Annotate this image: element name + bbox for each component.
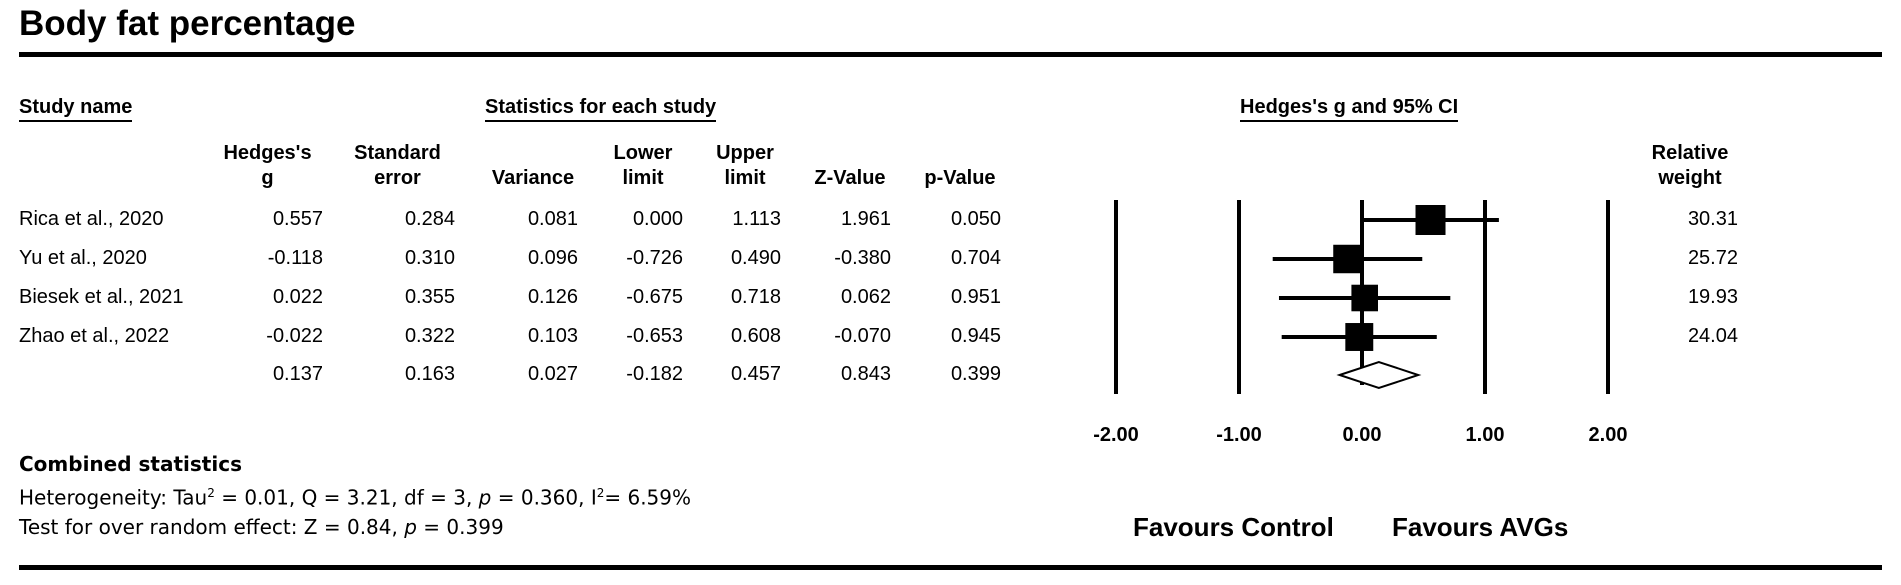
study-name-cell: Biesek et al., 2021 <box>19 286 184 308</box>
top-rule <box>19 52 1882 57</box>
axis-tick-label: 2.00 <box>1588 424 1628 446</box>
pooled-value-var: 0.027 <box>527 363 578 385</box>
value-cell-p: 0.704 <box>950 247 1001 269</box>
value-cell-p: 0.951 <box>950 286 1001 308</box>
study-name-cell: Rica et al., 2020 <box>19 208 164 230</box>
value-cell-p: 0.945 <box>950 325 1001 347</box>
relative-weight-cell: 30.31 <box>1687 208 1738 230</box>
value-cell-g: -0.022 <box>266 325 323 347</box>
bottom-rule <box>19 565 1882 570</box>
value-cell-g: 0.022 <box>272 286 323 308</box>
pooled-value-g: 0.137 <box>272 363 323 385</box>
value-cell-lower: -0.726 <box>626 247 683 269</box>
value-cell-lower: -0.653 <box>626 325 683 347</box>
heterogeneity-line: Heterogeneity: Tau2 = 0.01, Q = 3.21, df… <box>19 485 692 510</box>
value-cell-var: 0.103 <box>527 325 578 347</box>
col-relative-weight: Relative weight <box>1651 142 1729 189</box>
relative-weight-cell: 24.04 <box>1687 325 1738 347</box>
combined-statistics: Combined statistics Heterogeneity: Tau2 … <box>19 450 691 542</box>
axis-tick-label: -1.00 <box>1216 424 1262 446</box>
value-cell-g: -0.118 <box>267 247 323 269</box>
relative-weight-cell: 25.72 <box>1687 247 1738 269</box>
value-cell-z: -0.380 <box>834 247 891 269</box>
pooled-value-lower: -0.182 <box>626 363 683 385</box>
value-cell-upper: 1.113 <box>732 208 781 230</box>
value-cell-lower: 0.000 <box>632 208 683 230</box>
value-cell-se: 0.310 <box>404 247 455 269</box>
pooled-value-upper: 0.457 <box>730 363 781 385</box>
value-cell-z: 1.961 <box>840 208 891 230</box>
statistics-header: Statistics for each study <box>485 96 717 122</box>
value-cell-lower: -0.675 <box>626 286 683 308</box>
study-name-header: Study name <box>19 96 133 122</box>
value-cell-var: 0.126 <box>527 286 578 308</box>
axis-tick-label: 0.00 <box>1342 424 1382 446</box>
col-p-value: p-Value <box>924 167 996 189</box>
value-cell-se: 0.284 <box>404 208 455 230</box>
pooled-value-p: 0.399 <box>950 363 1001 385</box>
col-z-value: Z-Value <box>814 167 886 189</box>
page-title: Body fat percentage <box>19 4 356 43</box>
effect-size-marker <box>1345 323 1374 351</box>
plot-header: Hedges's g and 95% CI <box>1240 96 1459 122</box>
axis-tick-label: -2.00 <box>1093 424 1139 446</box>
value-cell-var: 0.096 <box>527 247 578 269</box>
value-cell-se: 0.355 <box>404 286 455 308</box>
effect-size-marker <box>1333 244 1362 274</box>
col-lower-limit: Lower limit <box>613 142 673 189</box>
value-cell-upper: 0.718 <box>730 286 781 308</box>
random-effect-test-line: Test for over random effect: Z = 0.84, p… <box>19 514 504 539</box>
value-cell-z: 0.062 <box>840 286 891 308</box>
col-hedges-g: Hedges's g <box>223 142 312 189</box>
study-name-cell: Zhao et al., 2022 <box>19 325 170 347</box>
pooled-value-z: 0.843 <box>840 363 891 385</box>
favours-avgs-label: Favours AVGs <box>1392 512 1569 542</box>
effect-size-marker <box>1351 284 1378 312</box>
col-variance: Variance <box>491 167 575 189</box>
value-cell-upper: 0.490 <box>730 247 781 269</box>
favours-control-label: Favours Control <box>1133 512 1334 542</box>
col-standard-error: Standard error <box>354 142 441 189</box>
pooled-value-se: 0.163 <box>404 363 455 385</box>
relative-weight-cell: 19.93 <box>1687 286 1738 308</box>
value-cell-var: 0.081 <box>527 208 578 230</box>
study-name-cell: Yu et al., 2020 <box>19 247 147 269</box>
value-cell-upper: 0.608 <box>730 325 781 347</box>
axis-tick-label: 1.00 <box>1465 424 1505 446</box>
value-cell-g: 0.557 <box>272 208 323 230</box>
pooled-diamond <box>1336 360 1422 390</box>
effect-size-marker <box>1415 205 1446 235</box>
value-cell-se: 0.322 <box>404 325 455 347</box>
combined-heading: Combined statistics <box>19 452 242 476</box>
value-cell-p: 0.050 <box>950 208 1001 230</box>
value-cell-z: -0.070 <box>834 325 891 347</box>
col-upper-limit: Upper limit <box>716 142 774 189</box>
